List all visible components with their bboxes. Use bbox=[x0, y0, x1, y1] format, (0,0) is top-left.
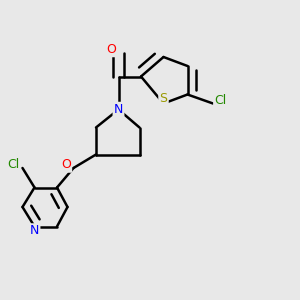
Text: S: S bbox=[160, 92, 167, 106]
Text: O: O bbox=[106, 43, 116, 56]
Text: N: N bbox=[30, 224, 39, 238]
Text: Cl: Cl bbox=[8, 158, 20, 172]
Text: N: N bbox=[114, 103, 123, 116]
Text: Cl: Cl bbox=[214, 94, 226, 107]
Text: O: O bbox=[61, 158, 71, 172]
